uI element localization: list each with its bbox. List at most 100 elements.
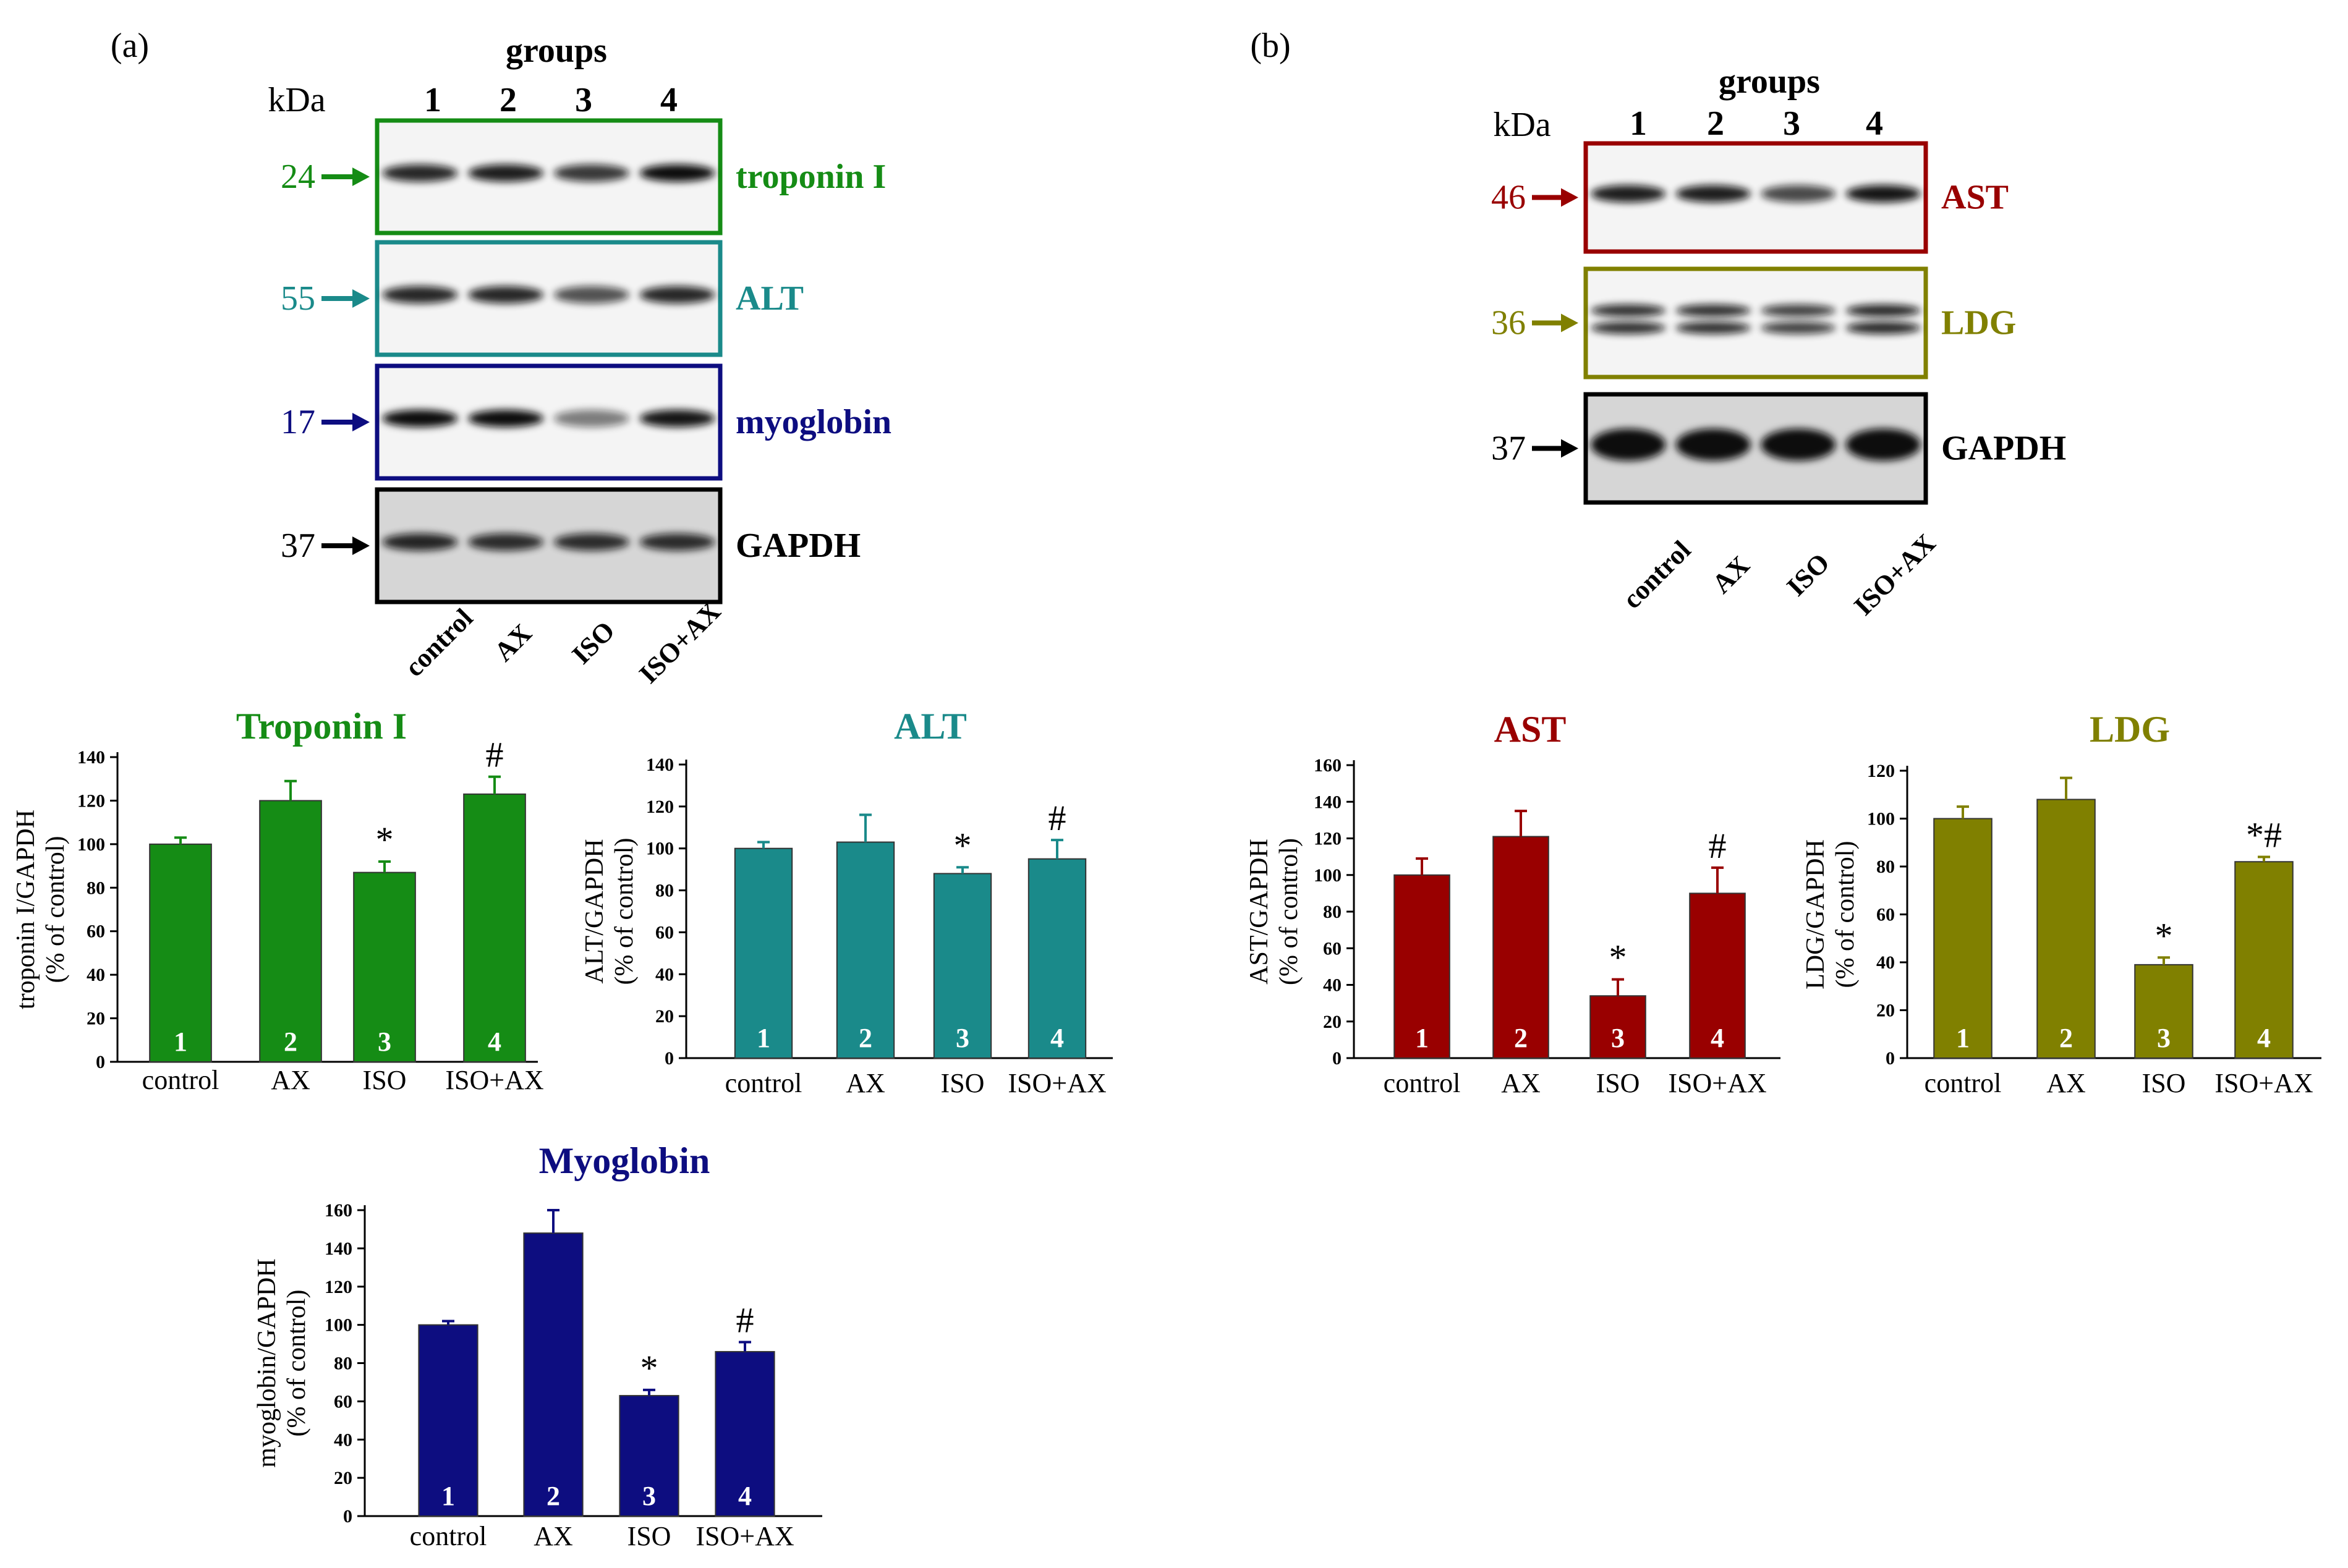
bar <box>523 1232 584 1517</box>
bar-number-label: 3 <box>2157 1023 2171 1053</box>
blot-name-label: GAPDH <box>736 527 861 565</box>
lane-number: 3 <box>575 81 592 119</box>
blot-band <box>468 533 544 551</box>
arrow-head <box>1561 439 1578 458</box>
arrow-head <box>1561 313 1578 333</box>
blot-band <box>1675 304 1751 317</box>
y-axis-label-sub: (% of control) <box>1831 841 1860 988</box>
y-tick-label: 0 <box>343 1506 352 1527</box>
y-tick-label: 60 <box>1323 938 1342 959</box>
y-tick-label: 40 <box>334 1430 352 1450</box>
blot-band <box>639 410 715 427</box>
panel-label: (b) <box>1250 27 1290 65</box>
blot-band <box>382 164 458 182</box>
kda-value: 17 <box>281 403 315 441</box>
blot-band <box>1675 185 1751 203</box>
groups-label: groups <box>506 32 607 70</box>
chart-troponin-i: Troponin I 0 20 40 60 80 100 120 140 troponin I/G… <box>12 706 544 1095</box>
x-tick-label: ISO <box>1596 1068 1640 1098</box>
blot-band <box>382 286 458 303</box>
blot-band <box>1591 428 1666 461</box>
bar <box>463 793 526 1062</box>
blot-band <box>553 533 629 551</box>
y-tick-label: 140 <box>77 747 105 768</box>
y-tick-label: 100 <box>646 839 674 859</box>
y-tick-label: 0 <box>96 1052 105 1072</box>
bar <box>2134 964 2193 1059</box>
lane-label: ISO+AX <box>1848 528 1941 621</box>
lane-label: ISO <box>1781 548 1835 602</box>
chart-title: Troponin I <box>236 706 407 747</box>
y-tick-label: 120 <box>1867 761 1895 781</box>
bar <box>149 843 212 1063</box>
bar-number-label: 2 <box>547 1481 560 1511</box>
bar <box>1689 892 1746 1059</box>
kda-value: 37 <box>1491 430 1526 468</box>
x-tick-label: AX <box>2046 1068 2086 1098</box>
y-tick-label: 120 <box>77 790 105 811</box>
y-tick-label: 140 <box>1314 792 1342 812</box>
bar <box>1933 818 1993 1059</box>
y-axis-label: troponin I/GAPDH <box>12 810 40 1009</box>
blot-band <box>468 410 544 427</box>
x-tick-label: ISO+AX <box>1008 1068 1106 1098</box>
y-tick-label: 140 <box>325 1239 352 1259</box>
blot-band <box>382 533 458 551</box>
y-tick-label: 100 <box>1314 865 1342 886</box>
y-tick-label: 20 <box>87 1009 105 1029</box>
bar-number-label: 1 <box>441 1481 455 1511</box>
y-tick-label: 40 <box>655 964 674 985</box>
lane-number: 4 <box>1866 104 1883 143</box>
blot-band <box>553 410 629 427</box>
groups-label: groups <box>1719 62 1820 101</box>
y-tick-label: 120 <box>1314 829 1342 849</box>
y-tick-label: 60 <box>1876 905 1895 925</box>
blot-name-label: myoglobin <box>736 403 891 441</box>
kda-value: 24 <box>281 158 315 196</box>
significance-marker: * <box>376 820 394 860</box>
lane-label: ISO+AX <box>633 596 726 689</box>
lane-label: ISO <box>566 616 621 670</box>
bar-number-label: 2 <box>284 1027 297 1057</box>
blot-band <box>1845 185 1921 203</box>
bar-number-label: 3 <box>956 1023 969 1053</box>
blot-band <box>553 164 629 182</box>
bar-number-label: 1 <box>174 1027 187 1057</box>
blot-band <box>1845 428 1921 461</box>
bar <box>933 873 992 1059</box>
y-tick-label: 80 <box>334 1354 352 1374</box>
lane-label: AX <box>488 618 538 667</box>
y-tick-label: 20 <box>1323 1012 1342 1032</box>
blot-name-label: ALT <box>736 279 804 318</box>
bar-number-label: 1 <box>757 1023 770 1053</box>
arrow-head <box>352 536 370 555</box>
blot-band <box>1591 321 1666 334</box>
y-tick-label: 100 <box>1867 809 1895 829</box>
y-tick-label: 60 <box>87 922 105 942</box>
kda-label: kDa <box>1493 106 1550 144</box>
blot-panel-b: (b) groups kDa 1 2 3 4 AST 46 LDG 36 GAPDH 37 control… <box>1250 27 2066 621</box>
x-tick-label: ISO+AX <box>2214 1068 2313 1098</box>
blot-band <box>639 533 715 551</box>
y-axis-label-sub: (% of control) <box>610 838 639 985</box>
bar-number-label: 2 <box>2059 1023 2073 1053</box>
y-tick-label: 160 <box>325 1200 352 1221</box>
y-tick-label: 100 <box>325 1315 352 1336</box>
y-tick-label: 40 <box>1323 975 1342 996</box>
bar-number-label: 4 <box>1050 1023 1064 1053</box>
chart-ldg: LDG 0 20 40 60 80 100 120 LDG/GAPDH (% of control… <box>1801 709 2321 1098</box>
significance-marker: * <box>954 825 972 865</box>
y-tick-label: 60 <box>334 1391 352 1412</box>
y-tick-label: 60 <box>655 922 674 943</box>
y-tick-label: 80 <box>87 878 105 898</box>
blot-band <box>1845 321 1921 334</box>
arrow-head <box>352 167 370 186</box>
y-tick-label: 80 <box>655 881 674 901</box>
significance-marker: # <box>1049 798 1066 838</box>
y-tick-label: 20 <box>1876 1001 1895 1021</box>
y-tick-label: 40 <box>1876 952 1895 973</box>
bar <box>1027 858 1087 1059</box>
x-tick-label: control <box>1384 1068 1461 1098</box>
blot-band <box>468 286 544 303</box>
